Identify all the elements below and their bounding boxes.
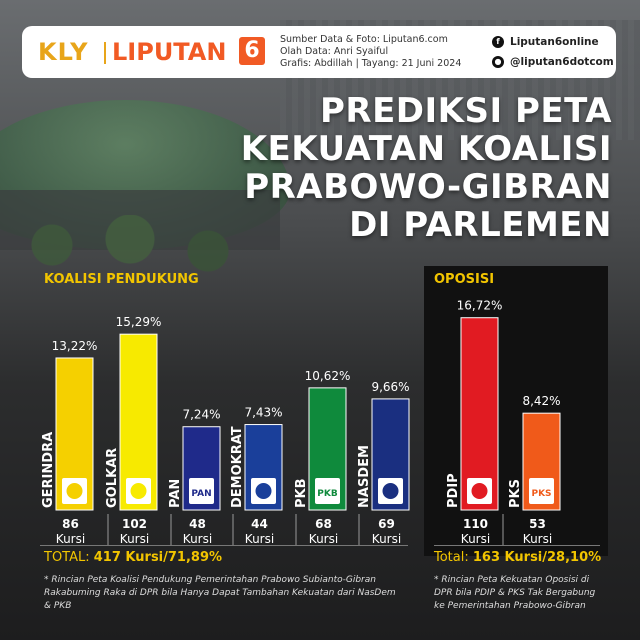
seat-label: Kursi — [309, 532, 338, 546]
seat-count: 48 — [189, 517, 206, 531]
total-koalisi: TOTAL: 417 Kursi/71,89% — [44, 550, 223, 565]
credit-graphic: Grafis: Abdillah | Tayang: 21 Juni 2024 — [280, 58, 462, 69]
party-logo-mark — [130, 483, 147, 499]
data-label: 16,72% — [457, 299, 503, 313]
party-logo-text: PKS — [531, 489, 551, 499]
seat-label: Kursi — [461, 532, 490, 546]
party-logo-mark — [471, 483, 488, 499]
seat-count: 68 — [315, 517, 332, 531]
title-line: PREDIKSI PETA — [319, 91, 612, 131]
credit-data: Olah Data: Anri Syaiful — [280, 46, 389, 57]
credits: Sumber Data & Foto: Liputan6.com Olah Da… — [280, 34, 461, 70]
data-label: 8,42% — [522, 394, 560, 408]
oposisi-divider — [434, 545, 600, 546]
data-label: 7,43% — [244, 406, 282, 420]
koalisi-divider — [40, 545, 408, 546]
title-line: PRABOWO-GIBRAN — [244, 167, 612, 207]
seat-count: 53 — [529, 517, 546, 531]
data-label: 15,29% — [116, 315, 162, 329]
party-name: PKS — [508, 479, 523, 508]
seat-count: 69 — [378, 517, 395, 531]
party-logo-mark — [255, 483, 272, 499]
logo-separator — [104, 42, 106, 64]
party-name: GOLKAR — [105, 448, 120, 508]
party-logo — [529, 478, 554, 504]
party-name: PDIP — [446, 473, 461, 508]
kly-logo: KLY — [38, 38, 89, 66]
seat-count: 44 — [251, 517, 268, 531]
party-logo — [189, 478, 214, 504]
seat-label: Kursi — [120, 532, 149, 546]
party-name: DEMOKRAT — [230, 426, 245, 508]
party-logo-mark — [66, 483, 83, 499]
seat-label: Kursi — [183, 532, 212, 546]
koalisi-label: KOALISI PENDUKUNG — [44, 272, 199, 287]
seat-label: Kursi — [245, 532, 274, 546]
seat-label: Kursi — [56, 532, 85, 546]
note-oposisi: * Rincian Peta Kekuatan Oposisi di DPR b… — [434, 575, 596, 611]
data-label: 13,22% — [52, 339, 98, 353]
party-name: NASDEM — [357, 445, 372, 508]
total-oposisi: Total: 163 Kursi/28,10% — [434, 550, 602, 565]
party-name: GERINDRA — [41, 432, 56, 508]
liputan-logo: LIPUTAN — [112, 38, 227, 66]
data-label: 10,62% — [305, 369, 351, 383]
bar — [460, 317, 499, 511]
party-logo-text: PKB — [317, 489, 338, 499]
title-line: KEKUATAN KOALISI — [240, 129, 612, 169]
party-logo-text: PAN — [191, 489, 211, 499]
seat-count: 86 — [62, 517, 79, 531]
seat-label: Kursi — [523, 532, 552, 546]
background-trees — [0, 215, 260, 275]
seat-count: 102 — [122, 517, 147, 531]
facebook-icon: f — [492, 36, 504, 48]
data-label: 7,24% — [182, 408, 220, 422]
credit-source: Sumber Data & Foto: Liputan6.com — [280, 34, 448, 45]
social-twitter: ● @liputan6dotcom — [492, 56, 614, 68]
social-facebook: f Liputan6online — [492, 36, 599, 48]
party-logo — [315, 478, 340, 504]
party-name: PKB — [294, 478, 309, 508]
seat-label: Kursi — [372, 532, 401, 546]
oposisi-label: OPOSISI — [434, 272, 495, 287]
note-koalisi: * Rincian Peta Koalisi Pendukung Pemerin… — [44, 575, 396, 611]
party-logo-mark — [382, 483, 399, 499]
data-label: 9,66% — [371, 380, 409, 394]
twitter-icon: ● — [492, 56, 504, 68]
page-title: PREDIKSI PETA KEKUATAN KOALISI PRABOWO-G… — [222, 92, 612, 244]
title-line: DI PARLEMEN — [349, 205, 612, 245]
party-name: PAN — [168, 479, 183, 508]
header-bar: KLY LIPUTAN 6 Sumber Data & Foto: Liputa… — [22, 26, 616, 78]
seat-count: 110 — [463, 517, 488, 531]
oposisi-panel — [424, 266, 608, 556]
liputan-six-badge: 6 — [239, 37, 265, 65]
